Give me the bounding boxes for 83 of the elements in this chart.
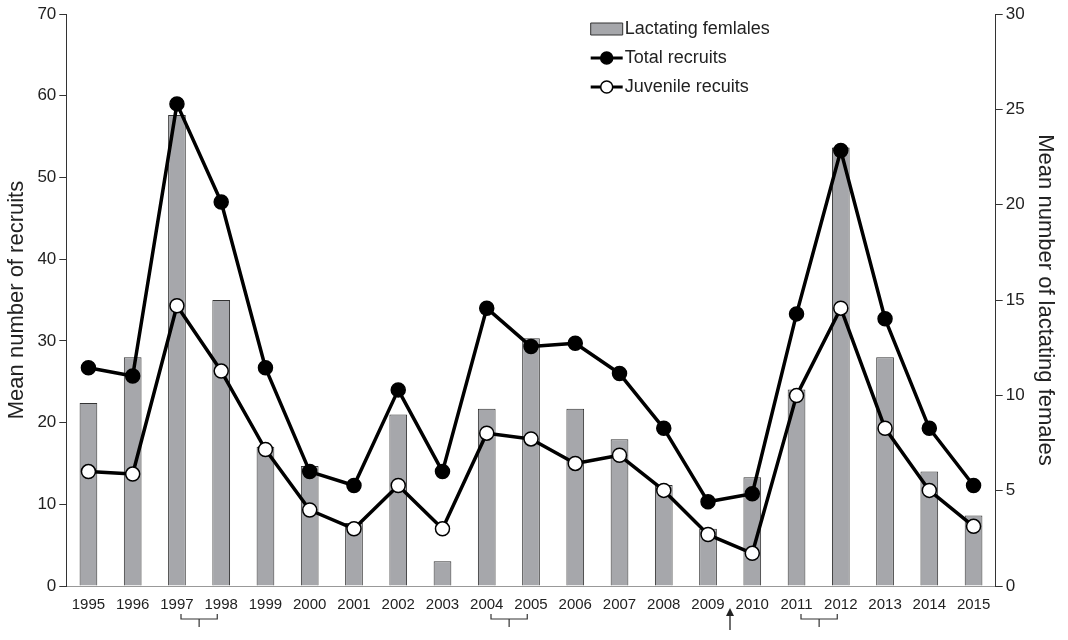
y2-tick-label: 0 bbox=[1005, 575, 1016, 595]
x-tick-label: 2014 bbox=[912, 595, 946, 613]
point bbox=[478, 300, 495, 316]
point bbox=[346, 521, 362, 537]
point bbox=[434, 463, 451, 480]
point bbox=[567, 335, 584, 352]
point bbox=[257, 441, 274, 458]
point bbox=[965, 518, 982, 535]
point bbox=[611, 365, 628, 382]
y2-axis-title: Mean number of lactating females bbox=[1033, 134, 1059, 466]
point bbox=[301, 502, 318, 518]
point bbox=[921, 482, 938, 499]
legend-label: Juvenile recuits bbox=[624, 75, 749, 96]
y-tick-label: 50 bbox=[37, 167, 57, 187]
y2-tick-label: 30 bbox=[1005, 3, 1025, 23]
point bbox=[390, 477, 406, 494]
point bbox=[213, 194, 229, 210]
point bbox=[523, 338, 539, 355]
y-tick-label: 40 bbox=[37, 248, 57, 268]
point bbox=[346, 477, 362, 494]
y-tick-label: 10 bbox=[37, 493, 57, 513]
x-tick-label: 1995 bbox=[71, 595, 106, 613]
legend-label: Lactating femlales bbox=[624, 17, 770, 38]
x-tick-label: 2010 bbox=[735, 595, 769, 613]
x-tick-label: 2008 bbox=[647, 595, 681, 613]
x-tick-label: 2004 bbox=[470, 595, 504, 613]
x-tick-label: 1999 bbox=[248, 595, 283, 613]
x-tick-label: 1997 bbox=[160, 595, 194, 613]
x-tick-label: 2000 bbox=[293, 595, 327, 613]
x-tick-label: 1996 bbox=[116, 595, 150, 613]
x-tick-label: 2003 bbox=[425, 595, 460, 613]
point bbox=[700, 526, 716, 543]
point bbox=[656, 420, 672, 437]
x-tick-label: 2011 bbox=[780, 595, 813, 613]
point bbox=[921, 420, 938, 437]
point bbox=[80, 463, 97, 480]
point bbox=[744, 485, 761, 502]
y2-tick-label: 25 bbox=[1005, 99, 1025, 119]
y2-tick-label: 10 bbox=[1005, 385, 1025, 405]
y-tick-label: 0 bbox=[46, 575, 57, 595]
x-tick-label: 1998 bbox=[204, 595, 238, 613]
x-tick-label: 2006 bbox=[558, 595, 592, 613]
x-tick-label: 2012 bbox=[824, 595, 858, 613]
x-tick-label: 2009 bbox=[691, 595, 725, 613]
x-tick-label: 2013 bbox=[868, 595, 902, 613]
point bbox=[744, 545, 761, 562]
point bbox=[257, 360, 274, 376]
point bbox=[390, 382, 406, 398]
point bbox=[877, 420, 893, 437]
point bbox=[567, 455, 584, 472]
point bbox=[833, 300, 849, 316]
point bbox=[877, 311, 893, 327]
point bbox=[434, 521, 451, 537]
point bbox=[213, 363, 229, 379]
point bbox=[124, 368, 141, 384]
point bbox=[700, 494, 716, 510]
legend-label: Total recruits bbox=[624, 46, 727, 67]
y-tick-label: 30 bbox=[37, 330, 57, 350]
point bbox=[965, 477, 982, 494]
x-tick-label: 2015 bbox=[956, 595, 991, 613]
y2-tick-label: 5 bbox=[1005, 480, 1016, 500]
x-tick-label: 2002 bbox=[381, 595, 415, 613]
point bbox=[833, 142, 849, 159]
point bbox=[523, 431, 539, 447]
point bbox=[80, 360, 97, 376]
x-tick-label: 2005 bbox=[514, 595, 548, 613]
point bbox=[788, 387, 805, 404]
point bbox=[788, 306, 805, 322]
point bbox=[169, 297, 185, 314]
point bbox=[169, 96, 185, 112]
y-tick-label: 60 bbox=[37, 85, 57, 105]
x-tick-label: 2007 bbox=[602, 595, 637, 613]
y-tick-label: 70 bbox=[37, 3, 57, 23]
y2-tick-label: 15 bbox=[1005, 289, 1025, 309]
y-axis-title: Mean number of recruits bbox=[3, 180, 29, 420]
point bbox=[478, 425, 495, 441]
point bbox=[301, 463, 318, 480]
y-tick-label: 20 bbox=[37, 412, 57, 432]
x-tick-label: 2001 bbox=[337, 595, 371, 613]
point bbox=[656, 482, 672, 499]
point bbox=[124, 466, 141, 482]
y2-tick-label: 20 bbox=[1005, 194, 1025, 214]
point bbox=[611, 447, 628, 464]
